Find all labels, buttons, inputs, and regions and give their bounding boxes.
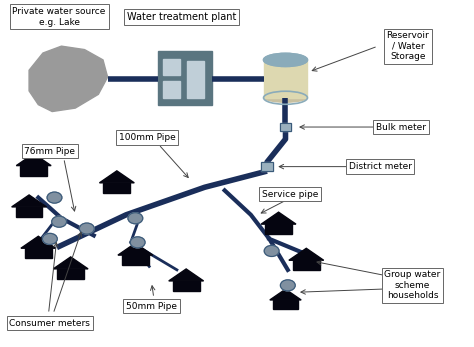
Polygon shape — [16, 207, 43, 217]
Circle shape — [130, 237, 145, 248]
Polygon shape — [293, 260, 319, 270]
Text: Bulk meter: Bulk meter — [376, 122, 426, 132]
Text: Water treatment plant: Water treatment plant — [127, 12, 236, 22]
Circle shape — [43, 234, 57, 244]
Circle shape — [128, 213, 143, 224]
Circle shape — [281, 280, 295, 291]
Polygon shape — [12, 195, 46, 207]
Bar — [163, 59, 180, 75]
Polygon shape — [16, 154, 51, 166]
Polygon shape — [122, 255, 149, 265]
Polygon shape — [265, 224, 292, 234]
Polygon shape — [25, 248, 52, 258]
Bar — [187, 61, 204, 98]
Polygon shape — [57, 269, 84, 279]
Text: 76mm Pipe: 76mm Pipe — [24, 147, 75, 155]
Ellipse shape — [264, 53, 308, 66]
Text: Private water source
e.g. Lake: Private water source e.g. Lake — [12, 7, 106, 27]
Circle shape — [52, 216, 66, 227]
Text: Group water
scheme
households: Group water scheme households — [384, 270, 441, 300]
Text: Consumer meters: Consumer meters — [9, 319, 91, 328]
Text: 50mm Pipe: 50mm Pipe — [126, 302, 177, 311]
Bar — [261, 162, 273, 171]
Bar — [163, 81, 180, 98]
Polygon shape — [53, 257, 88, 269]
Bar — [280, 123, 291, 131]
Polygon shape — [173, 281, 200, 291]
Polygon shape — [261, 212, 296, 224]
Polygon shape — [289, 248, 324, 260]
Polygon shape — [118, 243, 153, 255]
Bar — [158, 51, 211, 105]
Polygon shape — [169, 269, 203, 281]
Text: Reservoir
/ Water
Storage: Reservoir / Water Storage — [387, 31, 429, 61]
Polygon shape — [21, 236, 56, 248]
Circle shape — [264, 245, 279, 256]
Bar — [264, 60, 308, 98]
Circle shape — [47, 192, 62, 203]
Circle shape — [80, 223, 94, 234]
Polygon shape — [270, 289, 301, 300]
Polygon shape — [273, 300, 298, 309]
Text: 100mm Pipe: 100mm Pipe — [118, 133, 175, 142]
Bar — [261, 162, 273, 171]
Polygon shape — [100, 171, 134, 183]
Text: District meter: District meter — [349, 162, 412, 171]
Ellipse shape — [264, 93, 308, 103]
Bar — [280, 123, 291, 131]
Polygon shape — [103, 183, 130, 193]
Text: Service pipe: Service pipe — [262, 190, 319, 198]
Polygon shape — [20, 166, 47, 176]
Polygon shape — [29, 46, 108, 111]
